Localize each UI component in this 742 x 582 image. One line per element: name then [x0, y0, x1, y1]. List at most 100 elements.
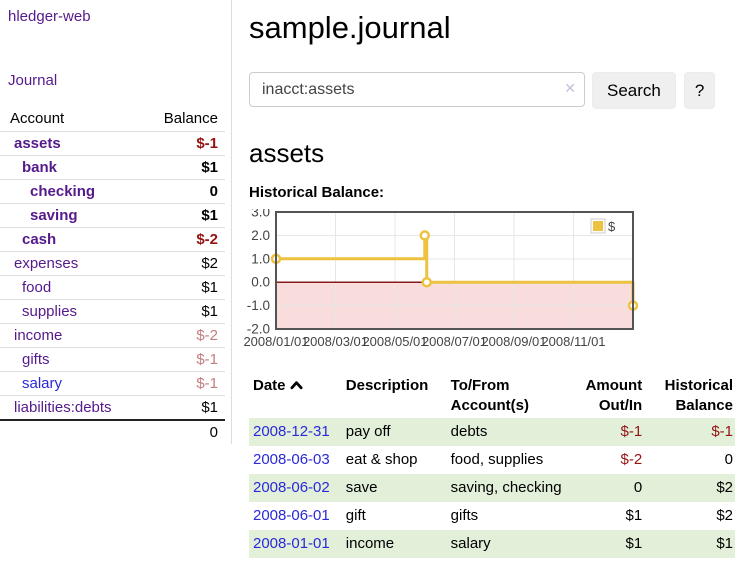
- clear-search-icon[interactable]: ✕: [564, 80, 576, 96]
- transaction-accounts: food, supplies: [450, 451, 544, 468]
- account-link[interactable]: salary: [22, 375, 63, 392]
- register-row: 2008-06-02 save saving, checking 0 $2: [249, 474, 735, 502]
- transaction-description: pay off: [345, 418, 451, 446]
- account-row: supplies $1: [0, 299, 225, 324]
- account-link[interactable]: checking: [30, 183, 96, 200]
- search-input[interactable]: [249, 72, 585, 107]
- register-row: 2008-12-31 pay off debts $-1 $-1: [249, 418, 735, 446]
- sidebar-item-journal[interactable]: Journal: [8, 72, 58, 89]
- transaction-accounts: saving, checking: [450, 474, 570, 502]
- svg-text:2.0: 2.0: [251, 228, 270, 243]
- account-balance: $1: [201, 159, 218, 176]
- account-balance: $1: [201, 303, 218, 320]
- accounts-header-balance: Balance: [163, 110, 218, 127]
- svg-text:1.0: 1.0: [251, 251, 270, 266]
- main-content: sample.journal ✕ Search ? assets Histori…: [232, 0, 741, 558]
- transaction-balance: $-1: [644, 418, 735, 446]
- account-row: cash $-2: [0, 227, 225, 252]
- transaction-accounts: debts: [450, 418, 570, 446]
- svg-text:2008/09/01: 2008/09/01: [481, 334, 546, 349]
- account-row: gifts $-1: [0, 347, 225, 372]
- search-box: ✕: [249, 72, 585, 107]
- account-link[interactable]: bank: [22, 159, 58, 176]
- chart-label: Historical Balance:: [249, 184, 385, 201]
- account-link[interactable]: liabilities:debts: [14, 399, 112, 416]
- accounts-table: Account Balance assets $-1 bank $1 check…: [0, 107, 225, 444]
- account-row: salary $-1: [0, 371, 225, 396]
- account-balance: $-2: [196, 231, 218, 248]
- transaction-description: income: [345, 530, 451, 558]
- account-link[interactable]: expenses: [14, 255, 79, 272]
- account-balance: $1: [201, 207, 218, 224]
- transaction-date-link[interactable]: 2008-06-02: [253, 479, 330, 496]
- accounts-header-account: Account: [10, 110, 65, 127]
- account-row: saving $1: [0, 203, 225, 228]
- transaction-date-link[interactable]: 2008-12-31: [253, 423, 330, 440]
- brand-link[interactable]: hledger-web: [8, 8, 91, 25]
- svg-text:2008/01/01: 2008/01/01: [243, 334, 308, 349]
- account-balance: $1: [201, 279, 218, 296]
- svg-text:3.0: 3.0: [251, 209, 270, 220]
- help-button[interactable]: ?: [683, 72, 716, 109]
- account-row: expenses $2: [0, 251, 225, 276]
- account-row: bank $1: [0, 155, 225, 180]
- col-header-description[interactable]: Description: [345, 377, 429, 394]
- sort-ascending-icon: [289, 381, 303, 390]
- transaction-description: gift: [345, 507, 366, 524]
- transaction-date-link[interactable]: 2008-01-01: [253, 535, 330, 552]
- search-bar: ✕ Search ?: [249, 72, 741, 109]
- transaction-description: eat & shop: [345, 451, 418, 468]
- balance-chart-svg: $3.0 2.0 1.0 0.0 -1.0 -2.02008/01/012008/03/0…: [243, 205, 639, 349]
- account-link[interactable]: assets: [14, 135, 61, 152]
- transaction-balance: $2: [644, 474, 735, 502]
- transaction-balance: 0: [724, 451, 733, 468]
- account-balance: $-1: [196, 375, 218, 392]
- register-row: 2008-01-01 income salary $1 $1: [249, 530, 735, 558]
- col-header-date[interactable]: Date: [249, 374, 346, 418]
- register-header-row: Date Description To/From Account(s) Amou…: [249, 374, 735, 418]
- svg-text:2008/05/01: 2008/05/01: [362, 334, 427, 349]
- transaction-amount: 0: [569, 474, 645, 502]
- svg-text:-1.0: -1.0: [247, 298, 270, 313]
- account-balance: $-1: [196, 351, 218, 368]
- col-header-date-label: Date: [253, 377, 286, 394]
- legend-swatch: [593, 221, 603, 231]
- account-balance: 0: [209, 183, 218, 200]
- accounts-total-row: 0: [0, 420, 225, 444]
- page-title: sample.journal: [249, 10, 451, 45]
- account-row: income $-2: [0, 323, 225, 348]
- account-row: assets $-1: [0, 131, 225, 156]
- accounts-total-value: 0: [209, 424, 218, 441]
- transaction-amount: $1: [569, 530, 645, 558]
- register-row: 2008-06-03 eat & shop food, supplies $-2…: [249, 446, 735, 474]
- legend-label: $: [608, 219, 616, 234]
- transaction-date-link[interactable]: 2008-06-03: [253, 451, 330, 468]
- account-balance: $2: [201, 255, 218, 272]
- account-link[interactable]: gifts: [22, 351, 50, 368]
- col-header-amount[interactable]: Amount Out/In: [585, 377, 643, 414]
- search-button[interactable]: Search: [592, 72, 676, 109]
- account-link[interactable]: cash: [22, 231, 57, 248]
- svg-text:2008/07/01: 2008/07/01: [422, 334, 487, 349]
- transaction-accounts: gifts: [450, 507, 479, 524]
- account-link[interactable]: income: [14, 327, 63, 344]
- transaction-amount: $1: [625, 507, 643, 524]
- account-page-title: assets: [249, 138, 325, 168]
- account-row: liabilities:debts $1: [0, 395, 225, 421]
- col-header-balance[interactable]: Historical Balance: [664, 377, 733, 414]
- accounts-total-spacer: [0, 420, 137, 444]
- account-link[interactable]: supplies: [22, 303, 78, 320]
- svg-text:2008/03/01: 2008/03/01: [303, 334, 368, 349]
- svg-text:2008/11/01: 2008/11/01: [541, 334, 605, 349]
- account-row: food $1: [0, 275, 225, 300]
- account-balance: $-1: [196, 135, 218, 152]
- transaction-balance: $1: [644, 530, 735, 558]
- transaction-date-link[interactable]: 2008-06-01: [253, 507, 330, 524]
- col-header-accounts[interactable]: To/From Account(s): [450, 377, 529, 414]
- balance-chart: $3.0 2.0 1.0 0.0 -1.0 -2.0 2008/01/01 2008/03/0…: [239, 205, 741, 360]
- account-link[interactable]: saving: [30, 207, 78, 224]
- account-balance: $1: [201, 399, 218, 416]
- sidebar: hledger-web Journal Account Balance asse…: [0, 0, 232, 444]
- account-link[interactable]: food: [22, 279, 52, 296]
- transaction-description: save: [345, 474, 451, 502]
